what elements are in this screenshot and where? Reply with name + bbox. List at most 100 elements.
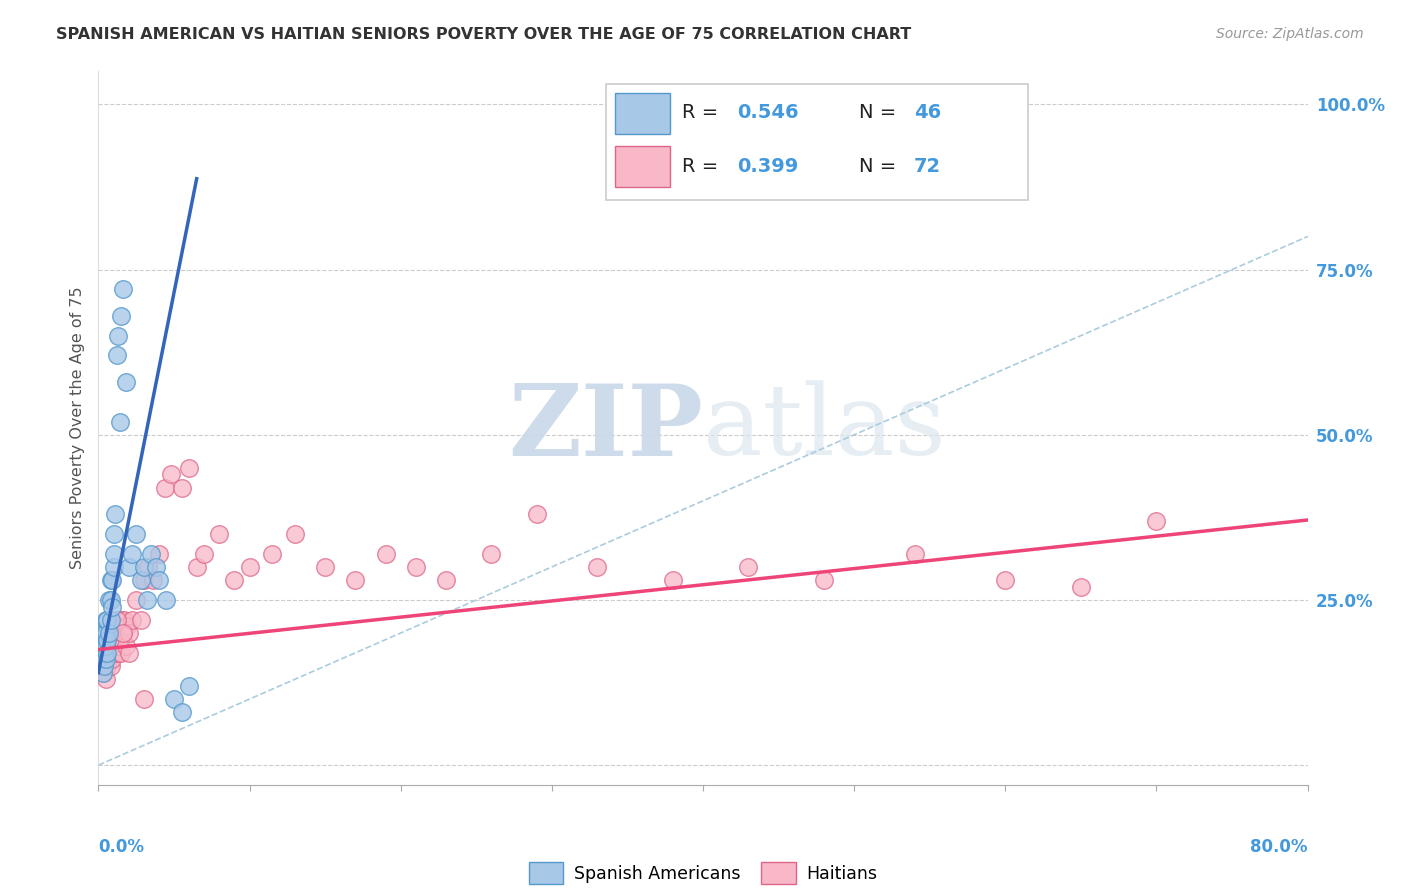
Point [121, 613, 143, 627]
Text: 0.399: 0.399 [737, 157, 799, 176]
Point [108, 415, 131, 429]
Point [105, 646, 128, 660]
Point [100, 626, 122, 640]
Point [132, 692, 155, 706]
Point [142, 573, 165, 587]
Point [111, 282, 134, 296]
Point [177, 460, 201, 475]
Point [100, 626, 122, 640]
Point [103, 626, 125, 640]
Point [94, 639, 117, 653]
Point [737, 560, 759, 574]
Point [132, 560, 155, 574]
Point [96, 613, 118, 627]
Point [904, 547, 927, 561]
Point [105, 626, 128, 640]
Point [118, 646, 141, 660]
Point [100, 573, 122, 587]
Point [89, 652, 111, 666]
Point [91, 652, 114, 666]
Point [121, 547, 143, 561]
Point [105, 613, 128, 627]
Point [93, 665, 115, 680]
Point [434, 573, 457, 587]
Point [111, 626, 134, 640]
Text: N =: N = [859, 157, 903, 176]
Point [994, 573, 1017, 587]
Point [132, 573, 155, 587]
Point [100, 659, 122, 673]
Point [374, 547, 396, 561]
Point [98, 626, 121, 640]
Text: SPANISH AMERICAN VS HAITIAN SENIORS POVERTY OVER THE AGE OF 75 CORRELATION CHART: SPANISH AMERICAN VS HAITIAN SENIORS POVE… [56, 27, 911, 42]
Point [101, 573, 124, 587]
Point [284, 527, 307, 541]
Point [100, 593, 122, 607]
Point [94, 652, 117, 666]
Point [160, 467, 183, 482]
Point [148, 573, 170, 587]
Point [155, 593, 177, 607]
Point [170, 706, 193, 720]
Point [100, 613, 122, 627]
Point [1144, 514, 1167, 528]
Point [101, 632, 124, 647]
FancyBboxPatch shape [614, 93, 669, 134]
Point [94, 652, 117, 666]
Point [114, 639, 136, 653]
Point [108, 632, 131, 647]
Point [481, 547, 503, 561]
Point [91, 652, 114, 666]
Text: 46: 46 [914, 103, 942, 122]
Point [91, 639, 114, 653]
Point [107, 613, 129, 627]
Point [107, 639, 129, 653]
Point [101, 599, 124, 614]
Point [103, 547, 125, 561]
Point [103, 527, 125, 541]
Point [90, 659, 112, 673]
Point [813, 573, 835, 587]
Text: 0.546: 0.546 [737, 103, 799, 122]
Point [186, 560, 208, 574]
Y-axis label: Seniors Poverty Over the Age of 75: Seniors Poverty Over the Age of 75 [69, 287, 84, 569]
Point [96, 632, 118, 647]
Point [170, 481, 193, 495]
Point [105, 349, 128, 363]
Point [107, 328, 129, 343]
Point [96, 626, 118, 640]
Point [148, 547, 170, 561]
Point [262, 547, 284, 561]
Point [115, 619, 138, 633]
Point [98, 652, 121, 666]
Point [104, 619, 127, 633]
Point [405, 560, 427, 574]
Text: N =: N = [859, 103, 903, 122]
Point [141, 547, 163, 561]
Point [96, 646, 118, 660]
Point [104, 639, 127, 653]
Point [94, 639, 117, 653]
Point [1070, 580, 1092, 594]
Point [125, 527, 148, 541]
Text: R =: R = [682, 103, 724, 122]
FancyBboxPatch shape [614, 146, 669, 187]
Point [314, 560, 336, 574]
Point [145, 560, 167, 574]
Point [177, 679, 201, 693]
Text: 72: 72 [914, 157, 941, 176]
Point [163, 692, 186, 706]
Point [103, 560, 125, 574]
Point [224, 573, 246, 587]
Point [94, 613, 117, 627]
Point [526, 507, 548, 521]
Point [103, 646, 125, 660]
Text: Source: ZipAtlas.com: Source: ZipAtlas.com [1216, 27, 1364, 41]
Point [98, 593, 121, 607]
Point [208, 527, 231, 541]
Point [100, 646, 122, 660]
Point [101, 652, 124, 666]
Point [94, 626, 117, 640]
Point [110, 309, 132, 323]
Point [91, 665, 114, 680]
